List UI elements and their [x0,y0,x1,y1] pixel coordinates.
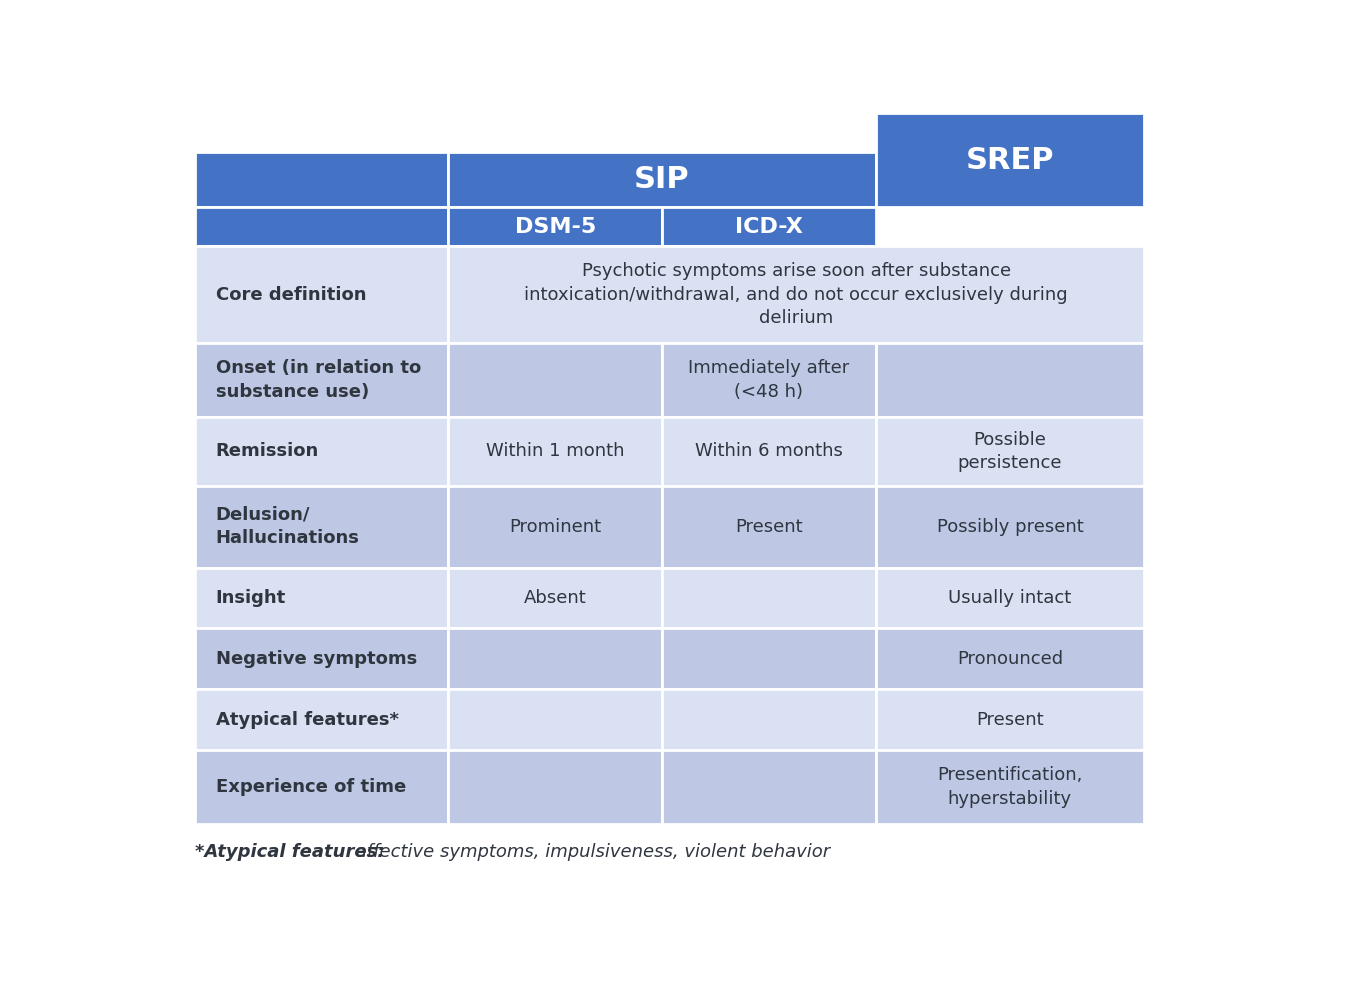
Bar [194,343,448,418]
Text: Experience of time: Experience of time [216,778,406,796]
Text: Absent: Absent [524,589,587,607]
Bar [448,246,1143,343]
Text: Within 1 month: Within 1 month [486,442,625,460]
Bar [876,628,1143,690]
Bar [448,153,876,208]
Bar [448,418,662,486]
Text: Pronounced: Pronounced [957,650,1062,668]
Bar [448,690,662,750]
Bar [876,343,1143,418]
Text: SIP: SIP [634,165,690,194]
Text: Usually intact: Usually intact [948,589,1072,607]
Bar [448,208,662,246]
Bar [194,246,448,343]
Text: ICD-X: ICD-X [734,217,803,236]
Bar [662,343,876,418]
Bar [448,343,662,418]
Bar [194,690,448,750]
Bar [662,628,876,690]
Bar [876,486,1143,567]
Bar [662,690,876,750]
Bar [876,418,1143,486]
Bar [662,567,876,628]
Bar [662,418,876,486]
Bar [876,567,1143,628]
Bar [194,208,448,246]
Bar [194,486,448,567]
Text: Negative symptoms: Negative symptoms [216,650,417,668]
Bar [194,750,448,823]
Bar [448,486,662,567]
Text: *Atypical features:: *Atypical features: [194,842,385,861]
Text: Possibly present: Possibly present [937,517,1083,536]
Text: DSM-5: DSM-5 [514,217,595,236]
Text: Present: Present [736,517,803,536]
Text: affective symptoms, impulsiveness, violent behavior: affective symptoms, impulsiveness, viole… [350,842,830,861]
Bar [448,750,662,823]
Bar [194,153,448,208]
Bar [876,750,1143,823]
Bar [876,113,1143,208]
Text: Psychotic symptoms arise soon after substance
intoxication/withdrawal, and do no: Psychotic symptoms arise soon after subs… [524,262,1068,327]
Text: Possible
persistence: Possible persistence [957,430,1062,472]
Text: Insight: Insight [216,589,286,607]
Bar [194,567,448,628]
Text: Delusion/
Hallucinations: Delusion/ Hallucinations [216,505,359,548]
Text: Present: Present [976,710,1044,729]
Text: Prominent: Prominent [509,517,601,536]
Bar [194,418,448,486]
Text: Atypical features*: Atypical features* [216,710,398,729]
Bar [662,208,876,246]
Text: Presentification,
hyperstability: Presentification, hyperstability [937,766,1083,808]
Text: Remission: Remission [216,442,319,460]
Text: Immediately after
(<48 h): Immediately after (<48 h) [688,360,849,401]
Bar [448,567,662,628]
Text: Within 6 months: Within 6 months [695,442,842,460]
Bar [448,628,662,690]
Bar [662,486,876,567]
Text: Core definition: Core definition [216,286,366,303]
Bar [876,690,1143,750]
Text: Onset (in relation to
substance use): Onset (in relation to substance use) [216,360,421,401]
Bar [194,628,448,690]
Text: SREP: SREP [965,146,1054,175]
Bar [662,750,876,823]
